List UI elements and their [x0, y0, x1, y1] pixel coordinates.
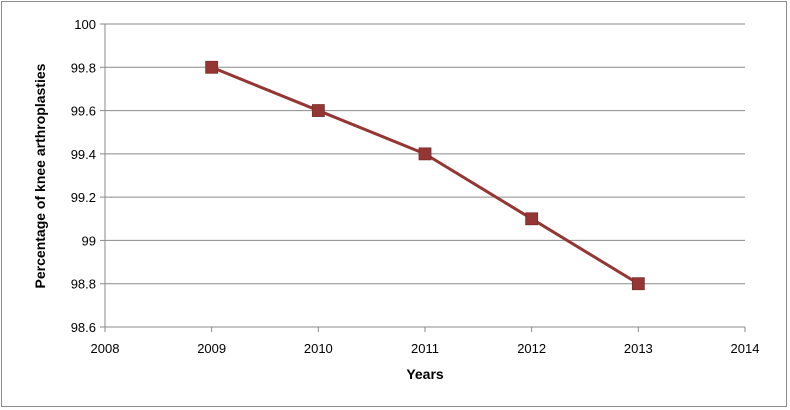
y-tick-label: 99.6	[71, 104, 96, 119]
y-tick-label: 99.2	[71, 190, 96, 205]
y-tick-label: 100	[74, 17, 96, 32]
data-point-marker	[418, 147, 432, 161]
y-tick-label: 99	[82, 233, 96, 248]
series-line	[210, 65, 640, 286]
x-tick-label: 2014	[731, 341, 760, 356]
x-tick-label: 2008	[91, 341, 120, 356]
x-tick-labels: 2008 2009 2010 2011 2012 2013 2014	[91, 341, 760, 356]
y-tick-label: 99.8	[71, 60, 96, 75]
x-tick-label: 2011	[411, 341, 439, 356]
x-axis-title: Years	[406, 366, 444, 382]
data-point-marker	[205, 60, 219, 74]
x-tick-label: 2009	[197, 341, 226, 356]
data-point-marker	[631, 277, 645, 291]
y-tick-label: 99.4	[71, 147, 96, 162]
x-tick-label: 2013	[624, 341, 653, 356]
y-tick-label: 98.6	[71, 320, 96, 335]
data-point-marker	[311, 104, 325, 117]
series-layer	[205, 60, 645, 291]
axes	[100, 23, 746, 332]
y-tick-label: 98.8	[71, 277, 96, 292]
x-tick-label: 2010	[304, 341, 333, 356]
y-axis-title: Percentage of knee arthroplasties	[32, 63, 48, 288]
data-point-marker	[525, 212, 539, 226]
y-tick-labels: 98.6 98.8 99 99.2 99.4 99.6 99.8 100	[71, 17, 96, 335]
x-tick-label: 2012	[517, 341, 546, 356]
